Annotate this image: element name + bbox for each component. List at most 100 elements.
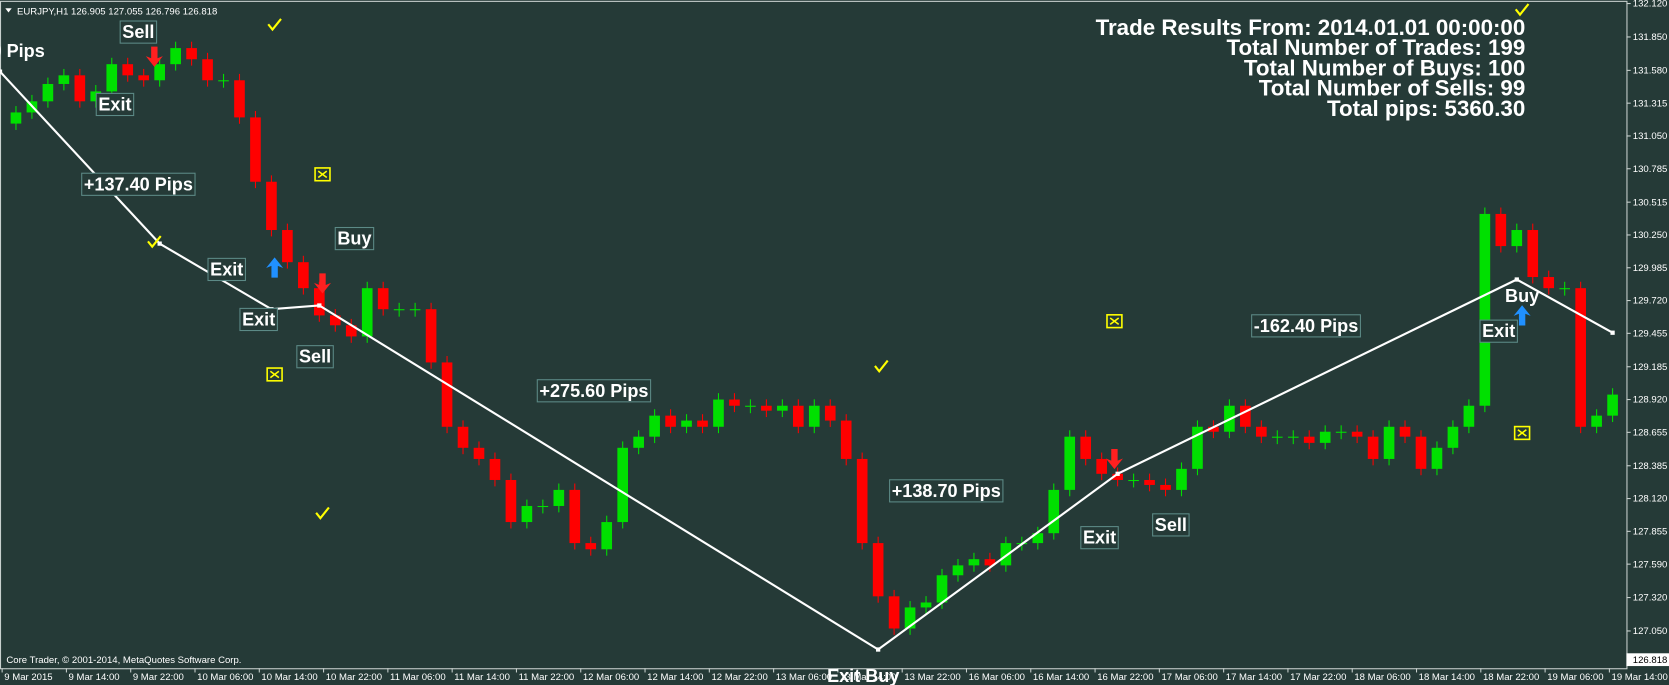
candle-body: [824, 405, 836, 421]
candle-body: [888, 596, 900, 629]
candle-body: [1527, 230, 1539, 278]
y-tick-label: 131.315: [1633, 98, 1668, 109]
x-cross: [1109, 317, 1120, 326]
candle-body: [202, 59, 213, 81]
candle: [122, 57, 134, 82]
candle: [1256, 420, 1267, 444]
label-box: [1251, 314, 1361, 338]
trade-label: Sell: [1155, 515, 1187, 535]
candle: [202, 52, 213, 87]
y-tick-label: 132.120: [1633, 0, 1668, 10]
candle: [1559, 281, 1571, 296]
candle: [1415, 430, 1427, 476]
candle: [425, 302, 437, 369]
candle: [569, 483, 581, 550]
candle: [266, 175, 277, 237]
y-tick-label: 127.590: [1633, 559, 1668, 570]
candle: [154, 57, 165, 87]
candle-body: [314, 288, 325, 316]
candle: [1112, 467, 1123, 487]
check-mark: [147, 235, 162, 249]
x-tick-label: 17 Mar 22:00: [1290, 672, 1346, 683]
x-tick-label: 11 Mar 22:00: [519, 672, 575, 683]
candle-body: [489, 458, 501, 480]
label-box: [334, 226, 375, 251]
candle-body: [1240, 405, 1251, 427]
candle-body: [952, 565, 964, 576]
candle-body: [633, 436, 644, 448]
candle: [1447, 420, 1459, 455]
y-tick-label: 127.855: [1633, 527, 1668, 538]
trade-label: Exit: [1083, 528, 1116, 548]
candle: [601, 515, 613, 556]
candle: [1431, 441, 1443, 476]
candle-body: [553, 489, 565, 506]
current-price-label: 126.818: [1633, 655, 1668, 666]
y-tick-label: 130.785: [1633, 164, 1668, 175]
x-tick-label: 10 Mar 14:00: [261, 672, 317, 683]
candle: [329, 309, 341, 332]
x-box: [1106, 314, 1123, 329]
candle: [1511, 223, 1523, 253]
candle-body: [1144, 479, 1155, 485]
candle: [1032, 526, 1044, 550]
trade-label: Sell: [299, 347, 331, 367]
label-box: [1152, 513, 1190, 537]
candle-body: [329, 315, 341, 326]
menu-triangle: [5, 8, 12, 13]
plot-frame: [0, 0, 1628, 670]
candle-body: [266, 181, 277, 231]
candle: [840, 414, 852, 466]
candle: [1271, 430, 1283, 445]
candle-body: [106, 64, 118, 92]
candle-body: [1064, 436, 1076, 490]
candle: [1607, 388, 1618, 423]
candle: [1080, 430, 1092, 466]
y-tick-label: 127.320: [1633, 593, 1668, 604]
candle-body: [936, 575, 948, 603]
candle: [1575, 281, 1586, 434]
candle-body: [761, 405, 772, 411]
copyright: Core Trader, © 2001-2014, MetaQuotes Sof…: [6, 655, 241, 666]
candle: [872, 536, 884, 603]
candle: [633, 430, 644, 455]
label-box: [1479, 319, 1518, 343]
candle-body: [617, 447, 629, 523]
candle-body: [218, 80, 229, 82]
label-box: [889, 479, 1004, 503]
y-tick-label: 128.385: [1633, 461, 1668, 472]
candle-body: [920, 602, 932, 608]
candle: [186, 41, 197, 66]
sell-arrow: [314, 273, 332, 294]
current-price-tag: [1626, 653, 1669, 667]
trade-label: -162.40 Pips: [1254, 316, 1359, 336]
check-mark: [267, 18, 282, 32]
candle-body: [234, 80, 245, 118]
y-tick-label: 131.580: [1633, 66, 1668, 77]
candle-body: [665, 415, 676, 427]
candle: [856, 452, 868, 550]
trade-node: [876, 647, 881, 652]
candle: [1399, 420, 1411, 444]
candle-body: [170, 48, 181, 65]
x-tick-label: 9 Mar 22:00: [133, 672, 184, 683]
candle: [1240, 399, 1251, 434]
candle-body: [777, 405, 788, 411]
candle: [1287, 430, 1299, 445]
candle-body: [505, 479, 517, 523]
candle: [697, 414, 708, 434]
candle-body: [808, 405, 820, 427]
candle-body: [840, 420, 852, 459]
candle-body: [441, 362, 453, 427]
candle-body: [649, 415, 660, 437]
trade-label: Exit: [98, 94, 131, 114]
x-box: [314, 167, 331, 182]
candle: [952, 558, 964, 582]
candle-body: [1543, 277, 1555, 289]
candle-body: [1271, 436, 1283, 438]
candle: [361, 281, 373, 343]
candle-body: [154, 64, 165, 81]
label-box: [239, 307, 278, 332]
candle-body: [1128, 479, 1139, 482]
